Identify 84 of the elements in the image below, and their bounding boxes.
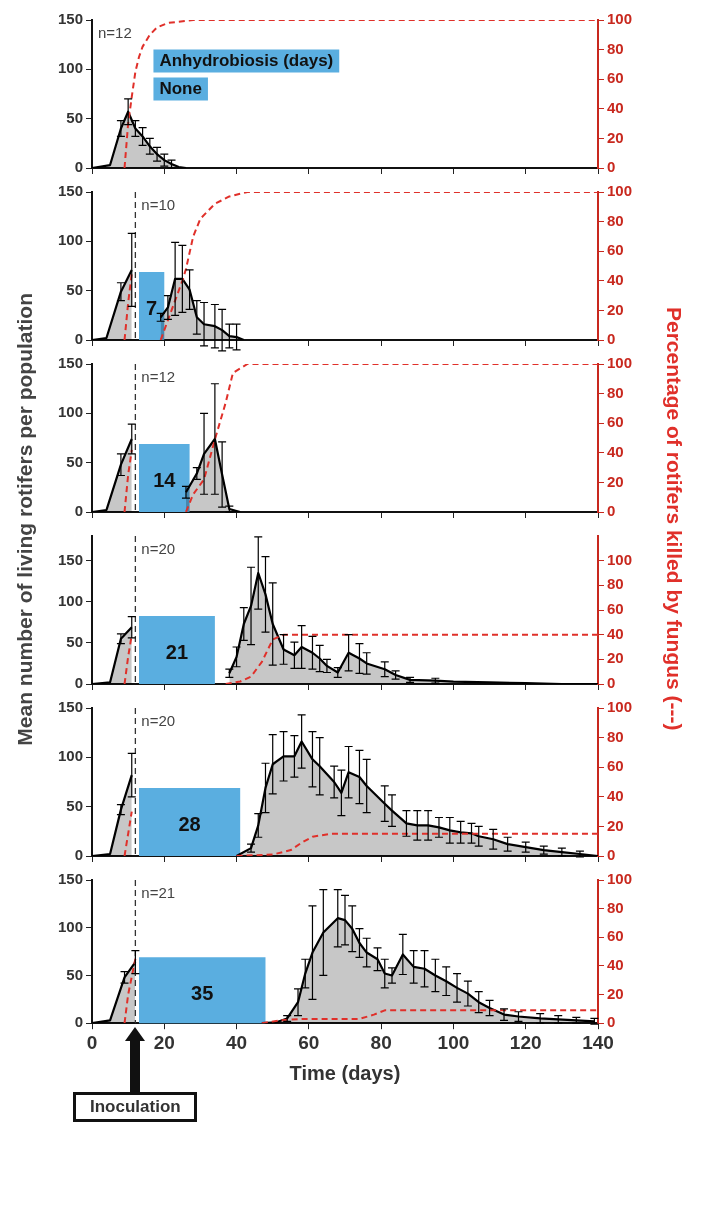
y2-tick-label: 40 [607,98,624,116]
y-axis-title: Mean number of living rotifers per population [13,292,37,746]
y2-tick-label: 100 [607,698,633,716]
x-tick-label: 100 [437,1031,470,1053]
y2-tick-label: 80 [607,727,624,745]
y2-tick-label: 40 [607,786,624,804]
y-tick-label: 150 [57,10,83,28]
ref-line-label: Inoculation [73,1092,198,1122]
y2-tick-label: 80 [607,39,624,57]
y-tick-label: 100 [57,747,83,765]
y-tick-label: 100 [57,591,83,609]
y-tick-label: 0 [74,1013,83,1031]
y2-tick-label: 60 [607,241,624,259]
y-tick-label: 0 [74,330,83,348]
y-tick-label: 100 [57,59,83,77]
y2-tick-label: 60 [607,600,624,618]
y2-tick-label: 100 [607,10,633,28]
y2-tick-label: 0 [607,1013,616,1031]
y-tick-label: 50 [66,633,83,651]
x-tick-label: 40 [226,1031,248,1053]
y-tick-label: 150 [57,698,83,716]
y-tick-label: 100 [57,917,83,935]
band-label: 7 [146,297,158,320]
y2-tick-label: 60 [607,413,624,431]
y-tick-label: 0 [74,846,83,864]
y-tick-label: 0 [74,158,83,176]
annotation: n=21 [141,884,176,902]
y2-tick-label: 20 [607,472,624,490]
x-tick-label: 120 [509,1031,542,1053]
y-tick-label: 50 [66,796,83,814]
band-label: 28 [178,813,201,836]
y2-tick-label: 0 [607,158,616,176]
y2-tick-label: 0 [607,674,616,692]
y2-tick-label: 80 [607,383,624,401]
y-tick-label: 50 [66,965,83,983]
x-tick-label: 80 [370,1031,392,1053]
annotation: Anhydrobiosis (days) [159,51,334,71]
y-tick-label: 150 [57,182,83,200]
y2-tick-label: 40 [607,270,624,288]
x-tick-label: 140 [582,1031,614,1053]
y-tick-label: 50 [66,108,83,126]
x-tick-label: 60 [298,1031,320,1053]
annotation: n=12 [98,24,132,42]
y2-tick-label: 20 [607,128,624,146]
y-tick-label: 100 [57,403,83,421]
y2-tick-label: 100 [607,354,633,372]
y2-tick-label: 60 [607,757,624,775]
y2-tick-label: 100 [607,182,633,200]
y-tick-label: 100 [57,231,83,249]
x-tick-label: 20 [153,1031,175,1053]
annotation: n=10 [141,196,176,214]
band-label: 21 [165,641,189,664]
y-tick-label: 50 [66,452,83,470]
y-tick-label: 0 [74,674,83,692]
y2-tick-label: 0 [607,846,616,864]
annotation: n=12 [141,368,176,386]
y2-tick-label: 40 [607,956,624,974]
y2-tick-label: 100 [607,870,633,888]
x-axis-title: Time (days) [289,1061,401,1084]
annotation: n=20 [141,540,176,558]
y2-tick-label: 0 [607,502,616,520]
y-tick-label: 150 [57,354,83,372]
annotation: None [159,79,202,99]
y-tick-label: 50 [66,280,83,298]
y-tick-label: 0 [74,502,83,520]
y2-tick-label: 0 [607,330,616,348]
y2-tick-label: 20 [607,649,624,667]
y2-tick-label: 80 [607,898,624,916]
y2-tick-label: 80 [607,211,624,229]
y2-tick-label: 40 [607,442,624,460]
y2-tick-label: 20 [607,300,624,318]
y2-tick-label: 60 [607,69,624,87]
y2-tick-label: 20 [607,816,624,834]
y-tick-label: 150 [57,870,83,888]
y2-tick-label: 60 [607,927,624,945]
y2-tick-label: 40 [607,624,624,642]
band-label: 35 [191,981,214,1004]
y-tick-label: 150 [57,550,83,568]
y2-tick-label: 20 [607,984,624,1002]
y2-axis-title: Percentage of rotifers killed by fungus (---) [662,307,686,731]
y2-tick-label: 100 [607,550,633,568]
y2-tick-label: 80 [607,575,624,593]
band-label: 14 [153,469,177,492]
annotation: n=20 [141,712,176,730]
